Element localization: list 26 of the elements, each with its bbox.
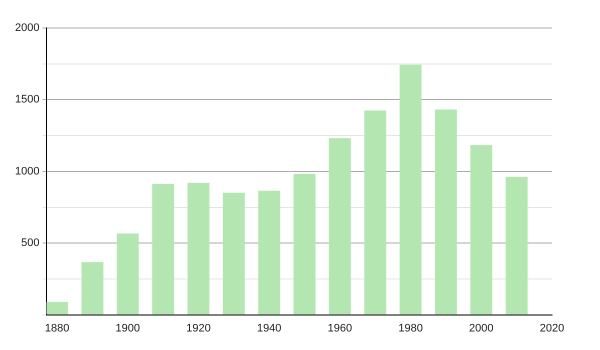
bar	[328, 138, 351, 314]
bar	[46, 302, 68, 314]
bar	[188, 182, 210, 314]
bar	[222, 192, 245, 314]
x-tick-label: 1980	[398, 322, 423, 334]
x-tick-label: 1960	[328, 322, 352, 334]
bar	[152, 184, 174, 314]
bar	[400, 64, 422, 314]
x-tick-label: 1900	[116, 322, 140, 334]
bar	[506, 176, 528, 314]
x-tick-label: 1940	[256, 322, 282, 334]
x-tick-label: 1920	[186, 322, 211, 334]
y-tick-label: 500	[21, 237, 40, 250]
bar	[258, 190, 280, 314]
bar	[294, 174, 316, 314]
bar	[470, 145, 492, 314]
bar	[81, 262, 104, 314]
x-tick-label: 2020	[540, 322, 564, 334]
y-tick-label: 1000	[14, 165, 40, 178]
y-tick-label: 1500	[14, 94, 40, 106]
bar	[434, 109, 457, 314]
bar	[116, 233, 139, 314]
y-tick-label: 2000	[14, 22, 40, 34]
bar	[364, 110, 386, 314]
x-tick-label: 2000	[469, 322, 494, 334]
x-tick-label: 1880	[44, 322, 70, 334]
